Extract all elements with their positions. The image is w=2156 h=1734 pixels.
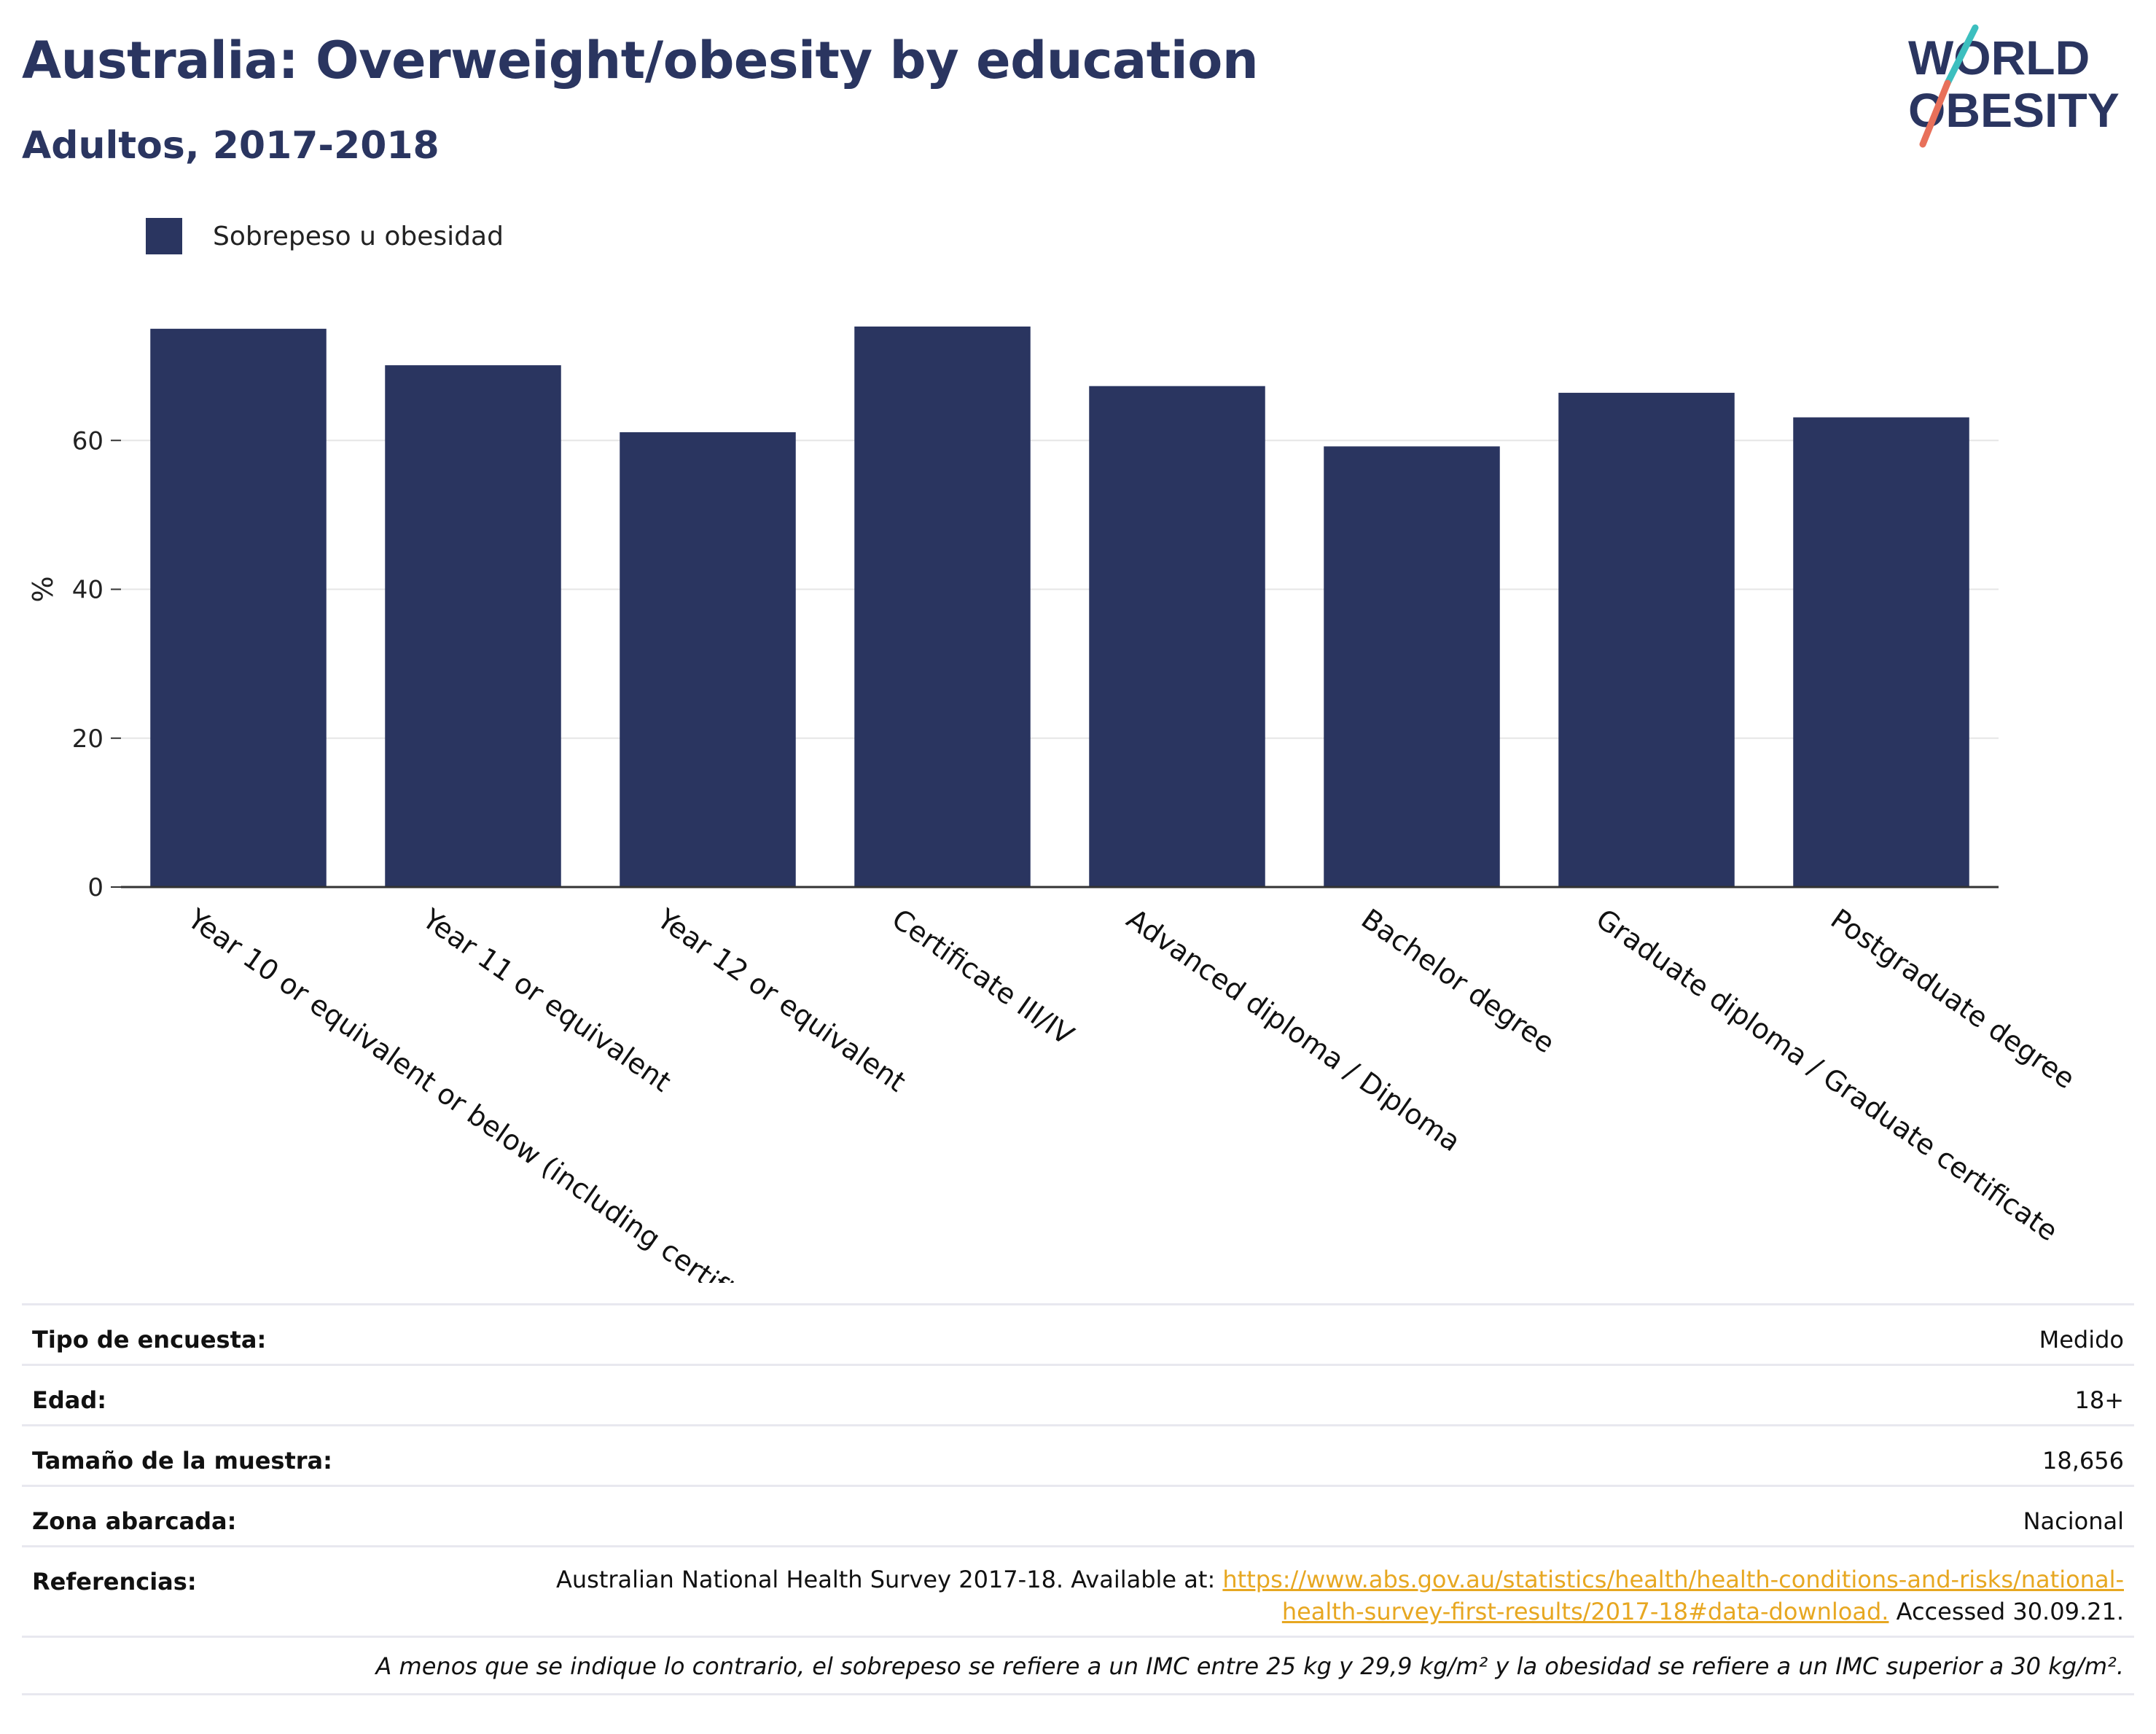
meta-row-area: Zona abarcada: Nacional: [22, 1485, 2134, 1545]
meta-key: Tamaño de la muestra:: [32, 1447, 332, 1475]
footnote: A menos que se indique lo contrario, el …: [22, 1636, 2134, 1695]
references-prefix: Australian National Health Survey 2017-1…: [555, 1566, 1223, 1593]
logo-coral-slash: [1919, 79, 1951, 148]
meta-row-sample-size: Tamaño de la muestra: 18,656: [22, 1424, 2134, 1485]
bar: [620, 432, 796, 887]
logo-teal-slash: [1944, 24, 1979, 87]
meta-key: Zona abarcada:: [32, 1507, 237, 1535]
y-tick-label: 40: [72, 576, 103, 605]
bar: [150, 329, 327, 887]
meta-key: Referencias:: [32, 1568, 197, 1596]
metadata-table: Tipo de encuesta: Medido Edad: 18+ Tamañ…: [22, 1303, 2134, 1695]
x-tick-label: Graduate diploma / Graduate certificate: [1590, 902, 2063, 1247]
axes: [111, 440, 1999, 889]
meta-key: Edad:: [32, 1386, 107, 1414]
y-axis-title: %: [27, 576, 59, 602]
y-tick-label: 60: [72, 426, 103, 456]
meta-key: Tipo de encuesta:: [32, 1326, 267, 1354]
bar: [854, 326, 1031, 887]
y-tick-label: 0: [87, 873, 103, 902]
legend-label: Sobrepeso u obesidad: [213, 221, 504, 251]
x-tick-label: Bachelor degree: [1356, 902, 1561, 1059]
references-suffix: Accessed 30.09.21.: [1889, 1598, 2124, 1625]
meta-value: Medido: [2039, 1326, 2124, 1354]
chart-legend: Sobrepeso u obesidad: [146, 217, 504, 255]
references-text: Australian National Health Survey 2017-1…: [556, 1563, 2124, 1628]
chart-subtitle: Adultos, 2017-2018: [22, 124, 440, 168]
x-tick-label: Year 12 or equivalent: [651, 902, 912, 1098]
x-tick-label: Postgraduate degree: [1825, 902, 2081, 1095]
legend-swatch: [146, 218, 182, 254]
bar: [1089, 386, 1265, 887]
x-tick-label: Year 11 or equivalent: [416, 902, 677, 1098]
meta-row-survey-type: Tipo de encuesta: Medido: [22, 1303, 2134, 1364]
bar: [1558, 392, 1735, 887]
references-link[interactable]: https://www.abs.gov.au/statistics/health…: [1222, 1566, 2124, 1625]
meta-value: 18,656: [2042, 1447, 2124, 1475]
references-link-line1: https://www.abs.gov.au/statistics/health…: [1222, 1566, 2124, 1593]
bar: [1793, 417, 1969, 887]
bar: [1324, 446, 1500, 887]
meta-row-age: Edad: 18+: [22, 1364, 2134, 1424]
x-tick-label: Certificate III/IV: [886, 902, 1079, 1051]
bars: [150, 326, 1969, 887]
meta-value: Nacional: [2023, 1507, 2124, 1535]
chart-title: Australia: Overweight/obesity by educati…: [22, 31, 1259, 90]
bar: [385, 365, 561, 887]
y-tick-label: 20: [72, 725, 103, 754]
world-obesity-logo: WORLD OBESITY: [1908, 24, 2120, 148]
references-link-line2: health-survey-first-results/2017-18#data…: [1281, 1598, 1889, 1625]
meta-row-references: Referencias: Australian National Health …: [22, 1545, 2134, 1636]
meta-value: 18+: [2074, 1386, 2124, 1414]
logo-line1: WORLD: [1908, 31, 2090, 85]
